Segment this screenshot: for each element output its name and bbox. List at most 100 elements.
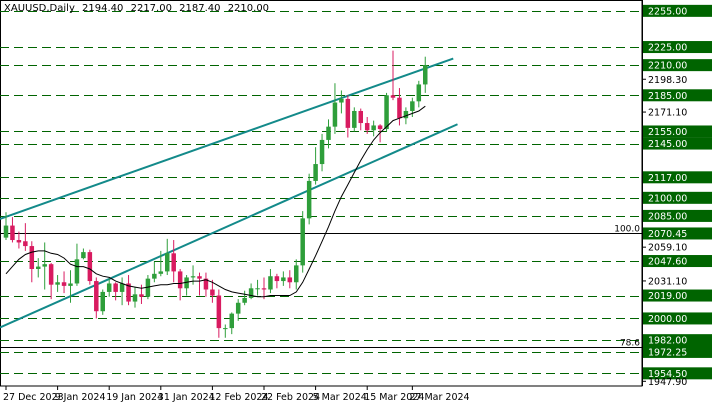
candle bbox=[94, 277, 99, 319]
candle bbox=[177, 268, 183, 301]
candle bbox=[29, 241, 35, 283]
candle-body bbox=[403, 110, 409, 119]
price-label: 1972.25 bbox=[648, 347, 687, 358]
candle bbox=[10, 217, 15, 243]
candle bbox=[416, 80, 422, 108]
candle-body bbox=[152, 273, 157, 279]
candle-body bbox=[10, 225, 15, 241]
chart-header: XAUUSD,Daily 2194.40 2217.00 2187.40 221… bbox=[4, 3, 273, 14]
candle-body bbox=[68, 283, 73, 286]
candle bbox=[313, 147, 318, 185]
candle-body bbox=[87, 252, 93, 282]
price-label: 2145.00 bbox=[648, 139, 687, 150]
candle bbox=[113, 282, 118, 301]
price-label-box bbox=[643, 334, 712, 347]
candle bbox=[352, 107, 357, 132]
candle-body bbox=[319, 139, 325, 165]
candle bbox=[242, 290, 247, 306]
price-label: 2185.00 bbox=[648, 91, 687, 102]
price-label: 2085.00 bbox=[648, 211, 687, 222]
candle bbox=[158, 250, 164, 277]
candle bbox=[255, 279, 260, 296]
candle bbox=[3, 212, 9, 241]
candle-body bbox=[410, 101, 415, 111]
candle bbox=[42, 242, 47, 290]
date-label: 12 Feb 2024 bbox=[209, 392, 268, 403]
candle-body bbox=[352, 110, 357, 128]
price-label: 2019.00 bbox=[648, 291, 687, 302]
price-label: 1982.00 bbox=[648, 336, 687, 347]
price-label-box bbox=[643, 89, 712, 102]
candle bbox=[306, 173, 312, 225]
price-label: 2000.00 bbox=[648, 314, 687, 325]
candle-body bbox=[106, 283, 112, 292]
candle bbox=[261, 277, 267, 300]
ohlc-high: 2217.00 bbox=[130, 3, 172, 14]
candle-body bbox=[165, 253, 170, 272]
candle-body bbox=[300, 218, 305, 266]
candle-body bbox=[113, 283, 118, 292]
candle-body bbox=[423, 65, 428, 85]
date-label: 27 Mar 2024 bbox=[409, 392, 469, 403]
candle bbox=[23, 223, 28, 251]
candle bbox=[210, 279, 215, 303]
candle-body bbox=[48, 264, 54, 285]
price-label-box bbox=[643, 59, 712, 72]
price-label: 2117.00 bbox=[648, 173, 687, 184]
candle bbox=[126, 275, 131, 306]
date-label: 27 Dec 2023 bbox=[3, 392, 64, 403]
candle-body bbox=[81, 252, 86, 259]
candle bbox=[152, 261, 157, 283]
candle-body bbox=[158, 271, 164, 274]
candle-body bbox=[416, 84, 422, 102]
candle bbox=[390, 50, 396, 101]
candle-body bbox=[255, 288, 260, 290]
candle-body bbox=[94, 281, 99, 312]
candle-body bbox=[384, 95, 389, 130]
candle-body bbox=[210, 289, 215, 296]
candle-body bbox=[306, 180, 312, 219]
candle-body bbox=[177, 271, 183, 289]
candle bbox=[287, 270, 293, 289]
candle-body bbox=[16, 240, 22, 243]
candle bbox=[371, 120, 376, 137]
price-label-box bbox=[643, 4, 712, 17]
price-label-box bbox=[643, 255, 712, 268]
price-label: 2100.00 bbox=[648, 193, 687, 204]
candle-body bbox=[242, 297, 247, 303]
candle bbox=[61, 271, 67, 294]
candle-body bbox=[326, 126, 331, 140]
candle bbox=[268, 268, 273, 294]
candle bbox=[197, 272, 202, 296]
candle-body bbox=[313, 164, 318, 181]
candle-body bbox=[294, 265, 299, 283]
candle bbox=[397, 88, 402, 126]
candle-body bbox=[42, 264, 47, 267]
date-label: 9 Jan 2024 bbox=[55, 392, 106, 403]
price-tick-label: 2198.30 bbox=[648, 75, 687, 86]
candle bbox=[132, 287, 138, 308]
candle bbox=[364, 117, 370, 134]
candle-body bbox=[145, 278, 151, 297]
date-label: 22 Feb 2024 bbox=[261, 392, 320, 403]
candle-body bbox=[36, 266, 41, 269]
candle bbox=[165, 238, 170, 276]
channel-line-lower bbox=[0, 123, 458, 329]
candle bbox=[345, 95, 351, 138]
candle bbox=[55, 275, 60, 292]
candle-body bbox=[339, 98, 344, 103]
candle bbox=[74, 243, 80, 286]
price-label-box bbox=[643, 312, 712, 325]
price-label: 2047.60 bbox=[648, 257, 687, 268]
candle-body bbox=[268, 276, 273, 290]
candle-body bbox=[184, 277, 189, 289]
ohlc-close: 2210.00 bbox=[227, 3, 270, 14]
price-label-box bbox=[643, 191, 712, 204]
candle bbox=[423, 56, 428, 93]
candle-body bbox=[55, 282, 60, 285]
candle-body bbox=[281, 277, 286, 282]
candle bbox=[48, 262, 54, 300]
candle-body bbox=[216, 295, 222, 329]
